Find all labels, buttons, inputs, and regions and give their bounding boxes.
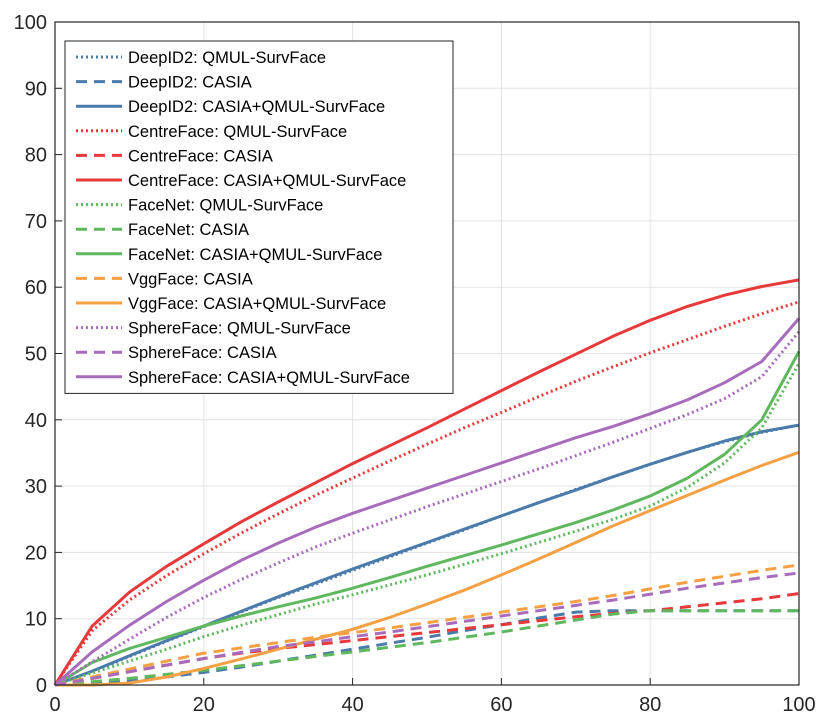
y-tick-label: 60 [25,277,47,299]
x-tick-label: 100 [782,694,815,716]
y-tick-label: 90 [25,78,47,100]
y-tick-label: 70 [25,211,47,233]
y-tick-label: 40 [25,410,47,432]
legend-label: FaceNet: CASIA [128,221,249,239]
y-tick-label: 10 [25,609,47,631]
y-tick-label: 50 [25,344,47,366]
x-tick-label: 20 [193,694,215,716]
legend-label: CentreFace: QMUL-SurvFace [128,123,347,141]
legend-label: SphereFace: QMUL-SurvFace [128,320,351,338]
series-line-2 [54,423,800,687]
y-tick-label: 80 [25,145,47,167]
series-line-8 [54,350,801,687]
x-tick-label: 80 [639,694,661,716]
legend: DeepID2: QMUL-SurvFace DeepID2: CASIA Deep… [64,40,454,394]
series-line-3 [53,300,800,686]
legend-label: DeepID2: CASIA [128,74,252,92]
legend-label: VggFace: CASIA [128,270,253,288]
series-line-13 [54,317,801,687]
legend-label: CentreFace: CASIA+QMUL-SurvFace [128,172,406,190]
legend-label: FaceNet: CASIA+QMUL-SurvFace [128,246,382,264]
y-tick-label: 30 [25,476,47,498]
legend-label: DeepID2: CASIA+QMUL-SurvFace [128,98,385,116]
y-tick-label: 100 [14,12,47,34]
series-line-11 [54,330,801,687]
series-line-5 [53,278,800,686]
x-tick-label: 0 [49,694,60,716]
y-tick-label: 0 [36,675,47,697]
series-line-9 [54,563,800,687]
x-tick-label: 40 [341,694,363,716]
series-line-6 [54,362,801,687]
y-tick-label: 20 [25,542,47,564]
legend-label: SphereFace: CASIA [128,344,277,362]
legend-label: CentreFace: CASIA [128,147,273,165]
legend-label: DeepID2: QMUL-SurvFace [128,49,326,67]
series-layer [53,278,801,687]
ticks: 0 20 40 60 80 100 0 10 20 30 40 50 60 70 80 90 100 [14,12,816,716]
legend-label: SphereFace: CASIA+QMUL-SurvFace [128,369,410,387]
legend-label: FaceNet: QMUL-SurvFace [128,197,323,215]
legend-label: VggFace: CASIA+QMUL-SurvFace [128,295,386,313]
legend-box [64,40,454,394]
x-tick-label: 60 [490,694,512,716]
series-line-10 [55,450,800,687]
